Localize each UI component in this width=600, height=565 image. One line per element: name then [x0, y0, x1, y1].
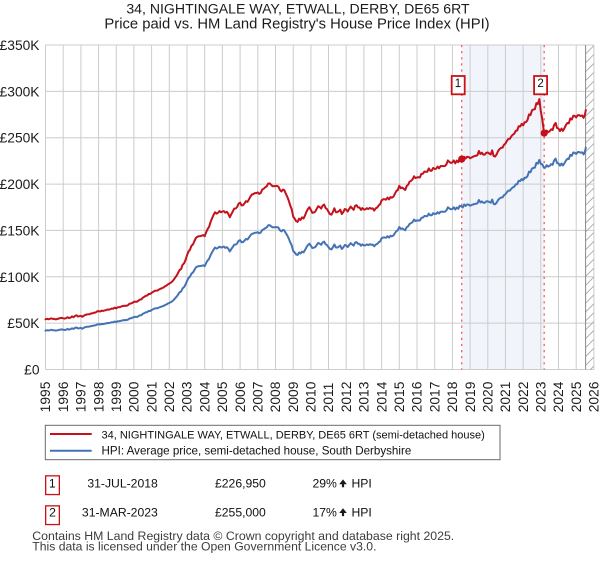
svg-text:2013: 2013: [357, 381, 372, 412]
svg-text:2022: 2022: [516, 382, 531, 413]
svg-text:£200K: £200K: [0, 177, 40, 192]
svg-text:2005: 2005: [215, 381, 230, 412]
svg-text:1999: 1999: [109, 381, 124, 412]
svg-text:2008: 2008: [268, 381, 283, 412]
svg-text:2000: 2000: [127, 381, 142, 412]
svg-text:31-MAR-2023: 31-MAR-2023: [82, 505, 158, 519]
svg-text:Contains HM Land Registry data: Contains HM Land Registry data © Crown c…: [32, 529, 454, 543]
svg-text:2010: 2010: [304, 381, 319, 412]
svg-text:£0: £0: [24, 363, 40, 378]
svg-text:2016: 2016: [410, 381, 425, 412]
svg-text:1: 1: [49, 477, 56, 491]
svg-text:£255,000: £255,000: [215, 505, 266, 519]
svg-text:2011: 2011: [321, 383, 336, 413]
svg-text:1: 1: [455, 78, 461, 90]
svg-text:17%: 17%: [313, 505, 338, 519]
svg-text:2017: 2017: [427, 382, 442, 413]
svg-text:2018: 2018: [445, 381, 460, 412]
svg-text:£300K: £300K: [0, 84, 40, 99]
svg-text:1995: 1995: [38, 381, 53, 412]
svg-text:£250K: £250K: [0, 131, 40, 146]
svg-text:2006: 2006: [233, 381, 248, 412]
svg-text:2020: 2020: [481, 381, 496, 412]
svg-text:2003: 2003: [180, 381, 195, 412]
svg-text:£50K: £50K: [7, 316, 40, 331]
svg-text:1998: 1998: [91, 381, 106, 412]
svg-text:£150K: £150K: [0, 223, 40, 238]
svg-text:2015: 2015: [392, 381, 407, 412]
svg-text:£226,950: £226,950: [215, 477, 266, 491]
svg-text:2007: 2007: [251, 382, 266, 413]
svg-text:34, NIGHTINGALE WAY, ETWALL, D: 34, NIGHTINGALE WAY, ETWALL, DERBY, DE65…: [102, 429, 485, 441]
svg-text:2012: 2012: [339, 382, 354, 413]
svg-text:29%: 29%: [313, 477, 338, 491]
svg-text:2014: 2014: [374, 381, 389, 412]
svg-text:34, NIGHTINGALE WAY, ETWALL, D: 34, NIGHTINGALE WAY, ETWALL, DERBY, DE65…: [126, 1, 470, 17]
svg-text:2: 2: [537, 78, 543, 90]
svg-text:2023: 2023: [534, 381, 549, 412]
svg-text:HPI: HPI: [352, 505, 372, 519]
svg-text:2: 2: [49, 505, 56, 519]
svg-text:2004: 2004: [197, 381, 212, 412]
svg-text:31-JUL-2018: 31-JUL-2018: [87, 477, 158, 491]
svg-text:£100K: £100K: [0, 270, 40, 285]
svg-text:HPI: Average price, semi-detac: HPI: Average price, semi-detached house,…: [102, 445, 412, 458]
svg-text:2026: 2026: [587, 381, 600, 412]
svg-text:Price paid vs. HM Land Registr: Price paid vs. HM Land Registry's House …: [104, 17, 489, 33]
svg-text:2002: 2002: [162, 382, 177, 413]
svg-text:2021: 2021: [498, 382, 513, 413]
svg-text:2001: 2001: [144, 382, 159, 413]
svg-text:2025: 2025: [569, 381, 584, 412]
svg-text:1997: 1997: [74, 382, 89, 413]
svg-text:2019: 2019: [463, 381, 478, 412]
svg-text:1996: 1996: [56, 381, 71, 412]
svg-text:This data is licensed under th: This data is licensed under the Open Gov…: [32, 539, 376, 553]
svg-text:£350K: £350K: [0, 38, 40, 53]
svg-text:2024: 2024: [551, 381, 566, 412]
svg-text:HPI: HPI: [352, 477, 372, 491]
svg-text:2009: 2009: [286, 381, 301, 412]
